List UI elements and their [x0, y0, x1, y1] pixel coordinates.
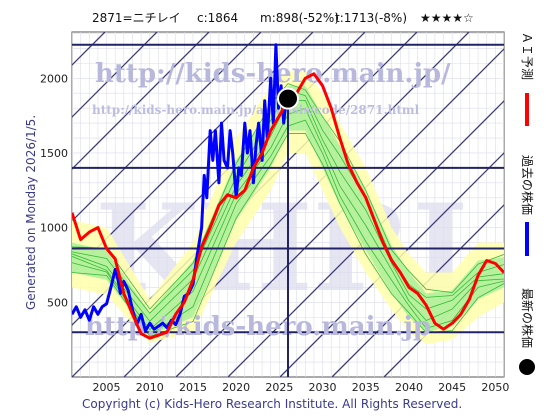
trend-line [72, 32, 210, 170]
y-tick-label: 1500 [40, 147, 68, 160]
y-tick-label: 500 [47, 296, 68, 309]
x-tick-label: 2005 [93, 381, 121, 394]
x-tick-label: 2010 [136, 381, 164, 394]
x-tick-label: 2025 [265, 381, 293, 394]
band-scenario-line [72, 83, 504, 310]
x-tick-label: 2050 [481, 381, 509, 394]
legend-ai-label: ＡＩ予測 [520, 32, 534, 80]
trend-line [227, 100, 504, 377]
band-scenario-line [72, 99, 504, 322]
x-tick-label: 2030 [309, 381, 337, 394]
watermark-sub-url: http://kids-hero.main.jp/analysis/code/2… [92, 103, 420, 117]
x-tick-label: 2040 [395, 381, 423, 394]
band-scenario-line [72, 107, 504, 331]
header-current: c:1864 [197, 11, 238, 25]
y-tick-label: 2000 [40, 72, 68, 85]
copyright: Copyright (c) Kids-Hero Research Institu… [82, 397, 462, 411]
header-code: 2871=ニチレイ [92, 11, 181, 25]
header-stars: ★★★★☆ [420, 11, 474, 25]
trend-line [175, 48, 504, 377]
trend-line [279, 152, 504, 377]
legend: ＡＩ予測 過去の株価 最新の株価 [519, 32, 535, 375]
axis-ticks: 2005 2010 2015 2020 2025 2030 2035 2040 2045 2050… [40, 72, 509, 394]
x-tick-label: 2020 [222, 381, 250, 394]
y-tick-label: 1000 [40, 222, 68, 235]
trend-line [72, 32, 262, 222]
legend-past-label: 過去の株価 [520, 155, 535, 215]
latest-price-marker [277, 87, 299, 110]
generated-date-label: Generated on Monday 2026/1/5. [24, 115, 38, 310]
header-target: t:1713(-8%) [335, 11, 407, 25]
legend-latest-label: 最新の株価 [520, 288, 535, 348]
band-scenario-line [72, 89, 504, 314]
x-tick-label: 2015 [179, 381, 207, 394]
trend-line [72, 32, 314, 274]
forecast-band [72, 70, 504, 345]
header-median: m:898(-52%) [260, 11, 339, 25]
band-inner [72, 85, 504, 336]
watermark-url: http://kids-hero.main.jp/ [95, 59, 451, 89]
x-tick-label: 2035 [352, 381, 380, 394]
x-tick-label: 2045 [438, 381, 466, 394]
legend-latest-swatch [519, 359, 535, 375]
past-price-line [72, 43, 288, 333]
